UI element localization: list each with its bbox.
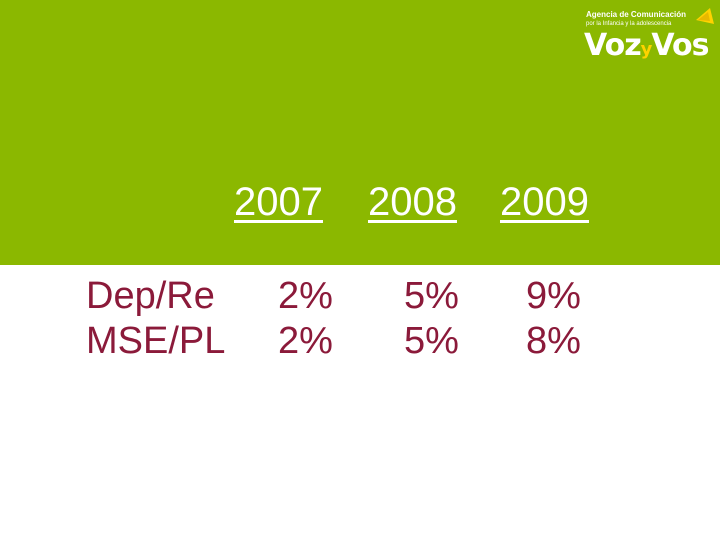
cell-dep-re-2008: 5% [404,275,459,317]
logo-brand-voz: Voz [584,28,642,63]
cell-dep-re-2009: 9% [526,275,581,317]
header-band [0,0,720,265]
vozyvos-logo: Agencia de Comunicación por la Infancia … [582,6,716,68]
year-header-2007: 2007 [234,180,323,224]
cell-mse-pl-2007: 2% [278,320,333,362]
logo-brand-y: y [640,39,653,60]
logo-brand: VozyVos [584,28,709,63]
row-label-dep-re: Dep/Re [86,275,215,317]
megaphone-icon [696,8,714,24]
logo-tagline-1: Agencia de Comunicación [586,10,687,19]
row-label-mse-pl: MSE/PL [86,320,226,362]
year-header-2008: 2008 [368,180,457,224]
logo-tagline-2: por la Infancia y la adolescencia [586,21,672,27]
cell-mse-pl-2009: 8% [526,320,581,362]
year-header-2009: 2009 [500,180,589,224]
logo-brand-vos: Vos [651,28,709,63]
cell-dep-re-2007: 2% [278,275,333,317]
cell-mse-pl-2008: 5% [404,320,459,362]
